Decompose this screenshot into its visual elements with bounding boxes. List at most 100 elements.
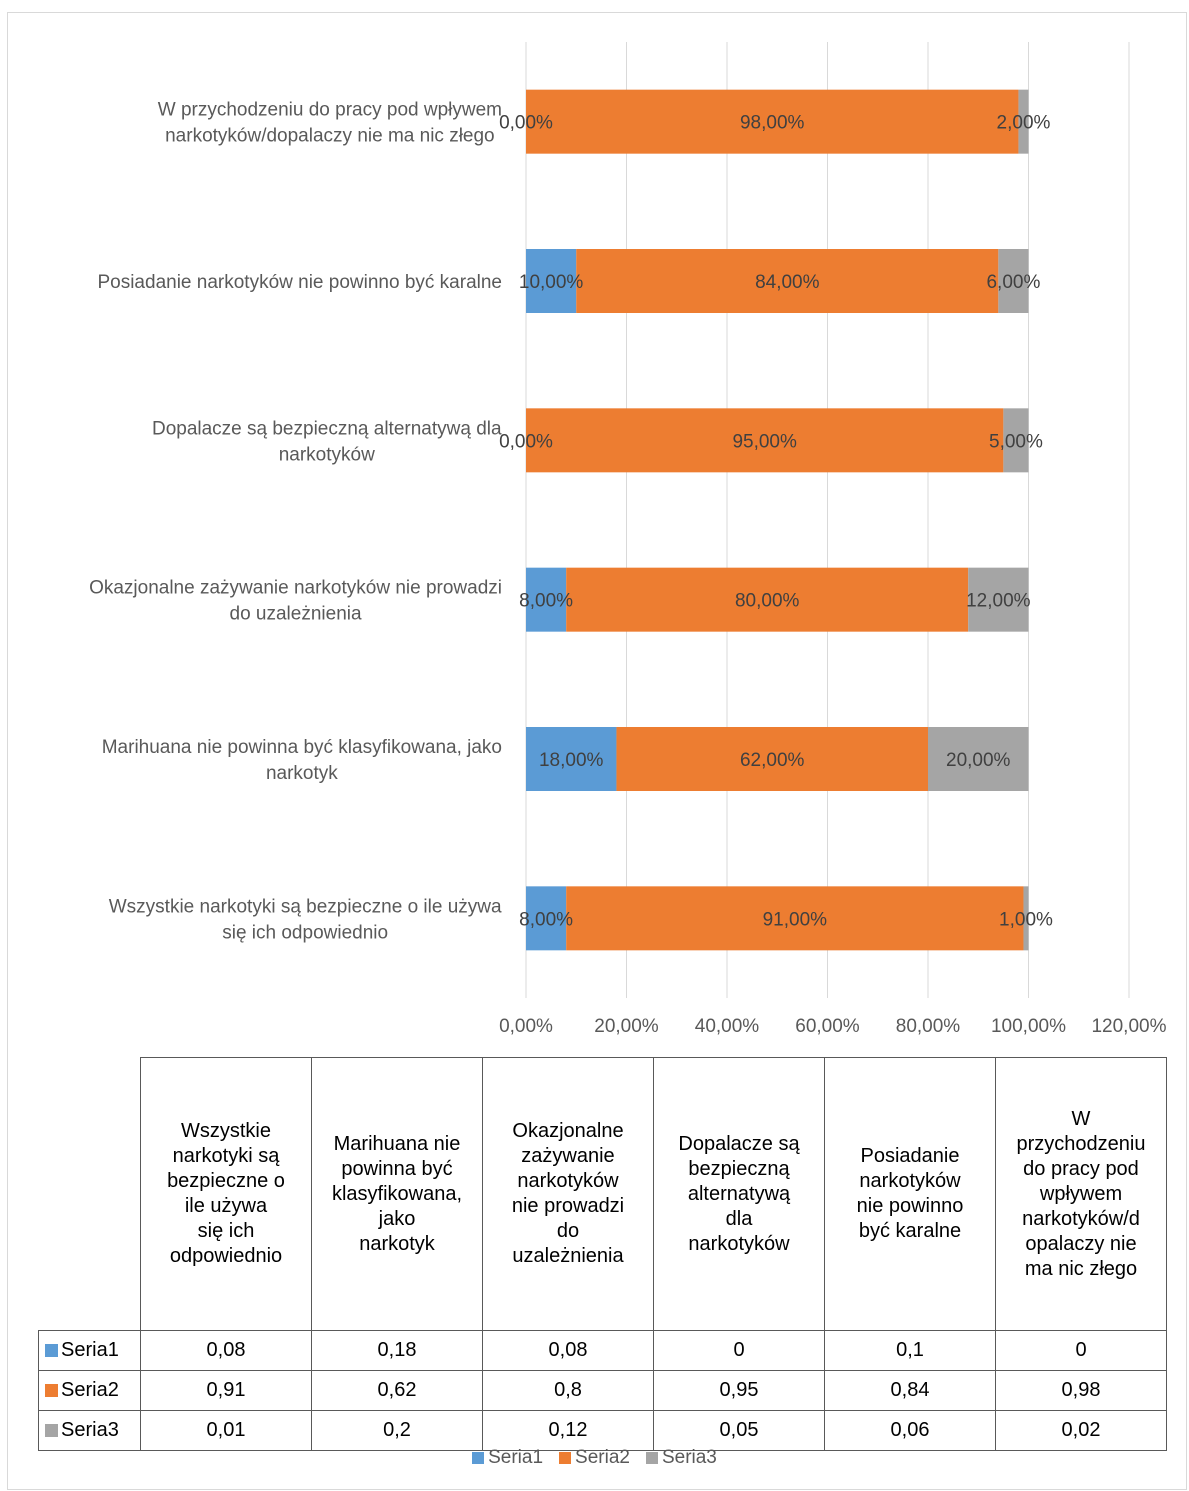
table-corner [38,1057,141,1331]
legend-swatch [645,1452,658,1464]
table-series-name: Seria1 [38,1330,141,1371]
table-column-header-line: odpowiednio [169,1245,283,1267]
bar-seria2-5 [526,89,1019,154]
table-cell: 0,98 [995,1370,1167,1411]
bar-seria2-0 [566,886,1024,951]
table-column-header-line: nie prowadzi [511,1195,625,1217]
table-column-header-line: klasyfikowana, [331,1182,463,1205]
table-column-header-line: Wszystkie [181,1120,271,1142]
series-name-label: Seria3 [61,1419,119,1441]
table-cell: 0,02 [995,1410,1167,1451]
series-swatch [45,1344,58,1357]
data-label-seria2-3: 95,00% [732,431,797,452]
table-cell: 0 [995,1330,1167,1371]
table-column-header-line: narkotyków [859,1170,961,1192]
table-cell: 0,05 [653,1410,825,1451]
x-tick-label-3: 60,00% [795,1016,860,1037]
table-column-header-line: do pracy pod [1023,1157,1139,1180]
table-cell: 0,18 [311,1330,483,1371]
data-label-seria1-1: 18,00% [539,750,604,771]
x-tick-label-1: 20,00% [594,1016,659,1037]
data-label-seria1-5: 0,00% [499,113,553,134]
bar-seria1-0 [526,886,567,951]
table-column-header-0: Wszystkie narkotyki są bezpieczne o ile uży… [140,1057,312,1331]
table-column-header-2: Okazjonalne zażywanie narkotyków nie prowad… [482,1057,654,1331]
series-name-label: Seria2 [61,1379,119,1401]
category-label-5: W przychodzeniu do pracy pod wpływem nark… [158,100,502,147]
category-label-2: Okazjonalne zażywanie narkotyków nie pro… [89,578,502,625]
table-column-header-line: przychodzeniu [1016,1132,1146,1155]
data-label-seria1-4: 10,00% [519,272,584,293]
x-tick-label-4: 80,00% [896,1016,961,1037]
table-row: Seria3 0,01 0,2 0,12 0,05 0,06 0,02 [38,1410,1167,1451]
table-column-header-line: zażywanie [521,1145,615,1167]
series-swatch [45,1384,58,1397]
chart-frame [7,12,1187,1490]
table-column-header-3: Dopalacze są bezpieczną alternatywą dla nark… [653,1057,825,1331]
legend-label: Seria3 [661,1447,717,1468]
legend-swatch [472,1452,485,1464]
table-column-header-line: Okazjonalne [512,1120,624,1142]
legend-item-seria1: Seria1 [472,1447,543,1469]
table-column-header-line: dla [725,1207,753,1230]
table-column-header-line: jako [378,1207,416,1230]
data-label-seria2-2: 80,00% [735,591,800,612]
data-label-seria3-0: 1,00% [999,909,1053,930]
table-column-header-line: narkotyków [688,1232,790,1255]
data-label-seria3-5: 2,00% [997,113,1051,134]
table-cell: 0,8 [482,1370,654,1411]
data-label-seria1-0: 8,00% [519,909,573,930]
bar-seria2-2 [566,567,969,632]
table-cell: 0,62 [311,1370,483,1411]
table-cell: 0,06 [824,1410,996,1451]
category-label-1: Marihuana nie powinna być klasyfikowana,… [102,737,502,784]
table-column-header-line: ma nic złego [1024,1257,1138,1280]
table-cell: 0,1 [824,1330,996,1371]
data-label-seria3-1: 20,00% [946,750,1011,771]
legend-label: Seria2 [575,1447,630,1468]
table-cell: 0 [653,1330,825,1371]
table-column-header-line: powinna być [341,1157,453,1180]
table-cell: 0,95 [653,1370,825,1411]
bar-seria3-5 [1018,89,1029,154]
category-label-0: Wszystkie narkotyki są bezpieczne o ile … [109,896,502,943]
table-header-row: Wszystkie narkotyki są bezpieczne o ile uży… [38,1057,1167,1331]
table-column-header-line: do [556,1220,580,1242]
bar-seria1-1 [526,727,617,791]
x-tick-label-0: 0,00% [499,1016,553,1037]
legend-swatch [559,1452,572,1464]
data-table: Wszystkie narkotyki są bezpieczne o ile uży… [38,1057,1167,1451]
table-column-header-line: ile używa [184,1195,268,1217]
table-column-header-line: narkotyków [517,1170,619,1192]
table-column-header-line: narkotyki są [172,1145,280,1167]
table-series-name: Seria2 [38,1370,141,1411]
legend-item-seria3: Seria3 [645,1447,717,1469]
data-label-seria3-2: 12,00% [966,591,1031,612]
table-row: Seria1 0,08 0,18 0,08 0 0,1 0 [38,1330,1167,1371]
bar-seria1-2 [526,567,567,632]
table-column-header-line: Posiadanie [860,1145,960,1167]
data-label-seria2-5: 98,00% [740,113,805,134]
bar-seria3-1 [928,727,1029,791]
bar-seria3-2 [968,567,1029,632]
table-cell: 0,08 [140,1330,312,1371]
table-column-header-line: wpływem [1039,1182,1123,1205]
data-label-seria2-0: 91,00% [763,909,828,930]
table-cell: 0,2 [311,1410,483,1451]
x-tick-label-5: 100,00% [991,1016,1066,1037]
bar-seria2-1 [616,727,928,791]
x-tick-label-2: 40,00% [695,1016,760,1037]
bar-seria3-4 [998,249,1029,313]
series-name-label: Seria1 [61,1339,119,1361]
bar-chart: 0,00% 20,00% 40,00% 60,00% 80,00% 100,00% 120,… [89,42,1167,1037]
data-label-seria2-1: 62,00% [740,750,805,771]
table-column-header-4: Posiadanie narkotyków nie powinno być karal… [824,1057,996,1331]
table-column-header-1: Marihuana nie powinna być klasyfikowana, ja… [311,1057,483,1331]
table-column-header-line: Dopalacze są [678,1132,800,1155]
table-column-header-line: alternatywą [687,1182,791,1205]
bar-seria2-3 [526,408,1004,473]
table-cell: 0,84 [824,1370,996,1411]
bar-seria1-4 [526,249,577,313]
table-column-header-line: się ich [197,1220,255,1242]
